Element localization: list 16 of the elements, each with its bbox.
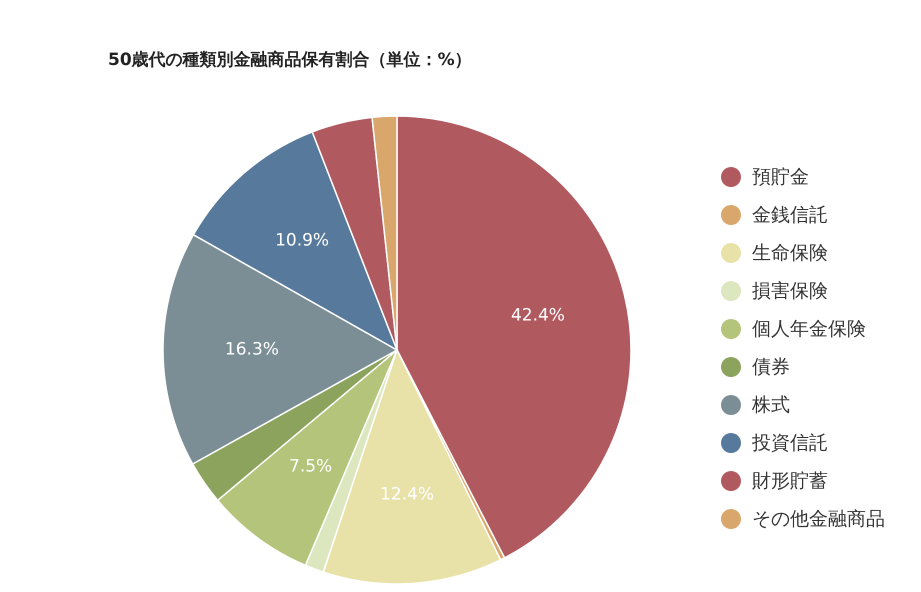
chart-title: 50歳代の種類別金融商品保有割合（単位：%） [108,49,472,71]
legend-label: 債券 [752,355,790,380]
data-label: 10.9% [275,230,330,250]
legend-label: 財形貯蓄 [752,469,828,494]
data-label: 16.3% [224,340,279,360]
legend-label: 預貯金 [752,165,809,190]
legend-label: 金銭信託 [752,203,828,228]
legend-label: 個人年金保険 [752,317,866,342]
data-label: 12.4% [380,484,434,505]
legend-label: 損害保険 [752,279,828,304]
legend-label: 株式 [752,393,790,418]
legend-label: その他金融商品 [752,507,885,532]
legend-label: 投資信託 [752,431,828,456]
data-label: 7.5% [289,456,332,477]
data-label: 42.4% [510,306,565,326]
legend-label: 生命保険 [752,241,828,266]
